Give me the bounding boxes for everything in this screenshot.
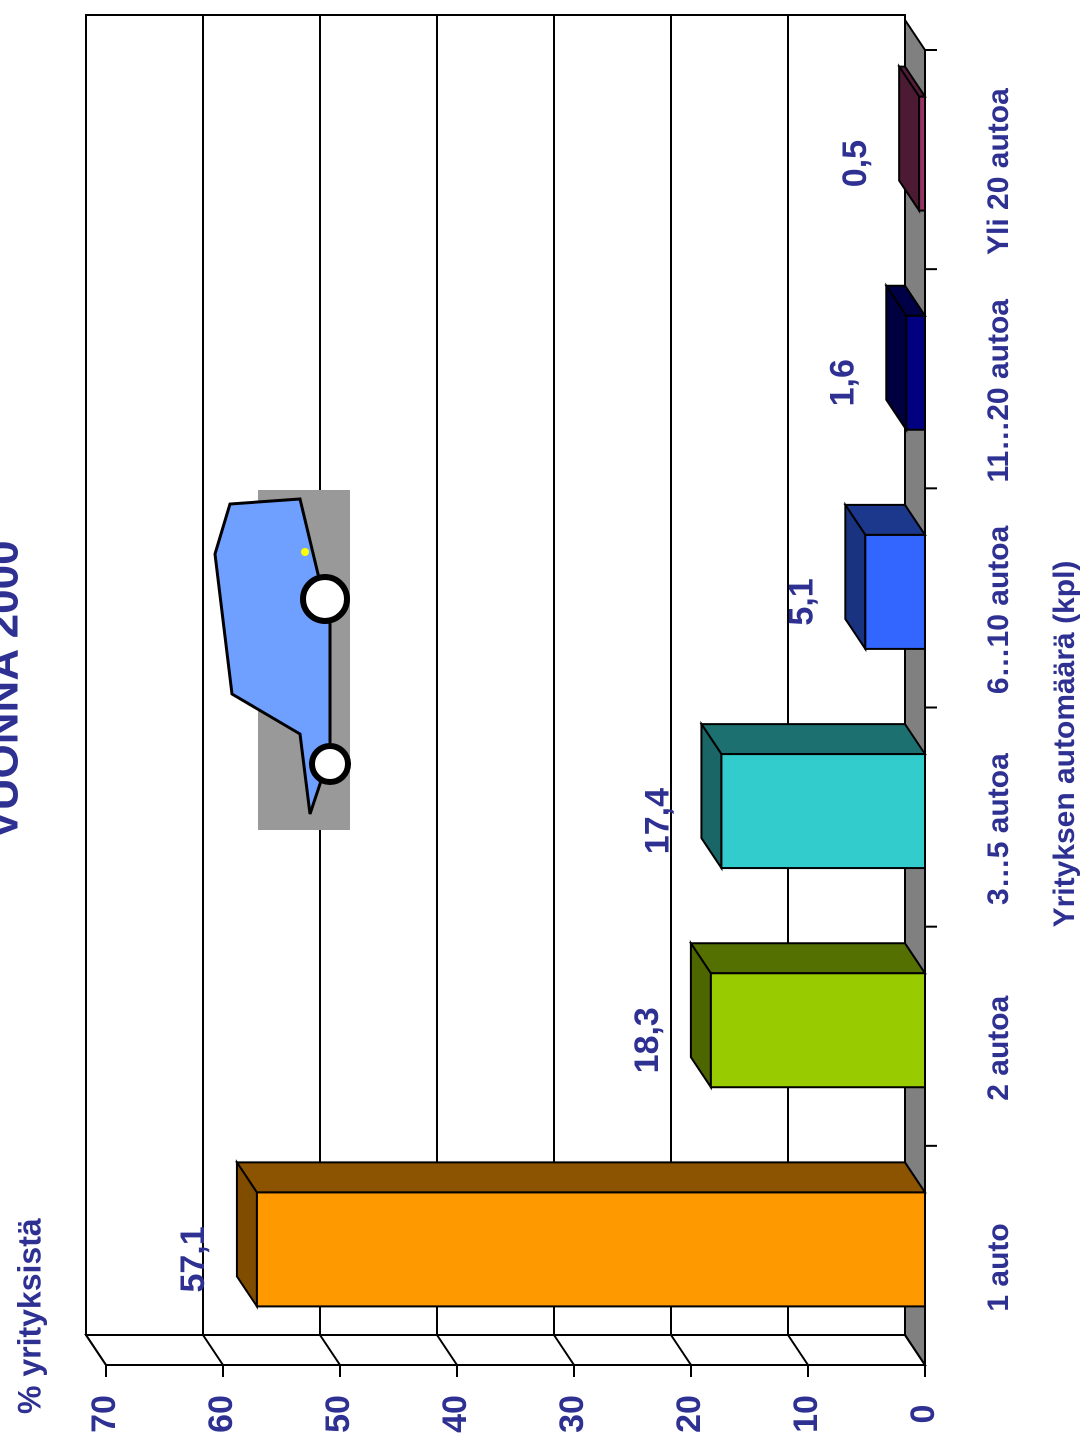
chart-title: VUONNA 2000 [0,540,28,839]
y-tick-label: 0 [904,1405,942,1424]
x-tick-label: 11…20 autoa [982,299,1015,483]
value-label: 17,4 [638,788,676,854]
value-label: 57,1 [174,1226,212,1292]
bar-side [691,943,925,973]
bar-side [701,724,925,754]
floor [905,20,925,1365]
chart-body: VUONNA 2000 % yrityksistä Yrityksen auto… [0,15,1081,1433]
y-tick-label: 10 [787,1395,825,1433]
x-tick-label: 6…10 autoa [982,525,1015,694]
value-label: 18,3 [628,1007,666,1073]
y-tick-label: 70 [85,1395,123,1433]
y-tick-label: 20 [670,1395,708,1433]
value-label: 5,1 [782,578,820,625]
y-axis-title: % yrityksistä [11,1218,47,1414]
page: VUONNA 2000 % yrityksistä Yrityksen auto… [0,0,1087,1454]
x-tick-label: 3…5 autoa [982,753,1015,905]
bar [865,535,925,649]
x-tick-label: 1 auto [982,1223,1015,1311]
truck-light [301,548,309,556]
back-wall [86,15,905,1335]
bar [711,973,925,1087]
value-label: 0,5 [836,140,874,187]
truck-wheel [303,577,347,621]
y-tick-label: 60 [202,1395,240,1433]
bar [906,316,925,430]
value-label: 1,6 [823,359,861,406]
x-tick-label: Yli 20 autoa [982,88,1015,255]
bar-side [237,1162,925,1192]
y-tick-label: 40 [436,1395,474,1433]
y-tick-label: 30 [553,1395,591,1433]
bar [257,1192,925,1306]
y-tick-label: 50 [319,1395,357,1433]
chart: VUONNA 2000 % yrityksistä Yrityksen auto… [0,0,1087,1454]
truck-wheel [312,746,348,782]
x-axis-title: Yrityksen automäärä (kpl) [1048,561,1081,928]
bar [919,97,925,211]
x-tick-label: 2 autoa [982,995,1015,1100]
bar [721,754,925,868]
